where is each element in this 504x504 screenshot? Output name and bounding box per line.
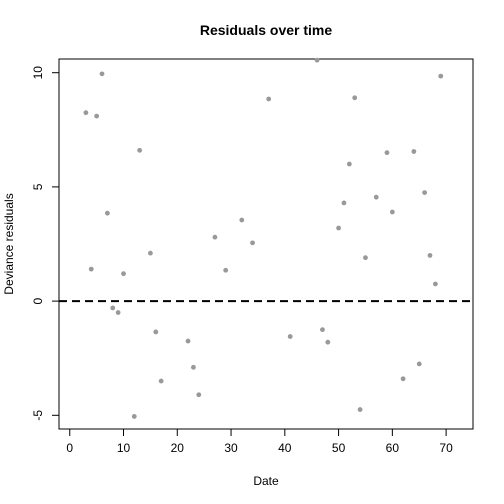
data-point <box>400 376 406 382</box>
x-tick-label: 30 <box>224 441 238 455</box>
data-point <box>104 210 110 216</box>
data-point <box>320 327 325 333</box>
data-point <box>352 95 358 101</box>
x-tick-label: 0 <box>66 441 73 455</box>
data-point <box>158 378 164 384</box>
data-point <box>373 194 379 200</box>
data-point <box>341 200 347 206</box>
x-tick-label: 60 <box>386 441 400 455</box>
data-point <box>99 71 105 77</box>
data-point <box>121 271 126 277</box>
data-point <box>110 305 116 311</box>
data-point <box>346 161 352 167</box>
data-point <box>239 217 245 223</box>
plot-frame <box>58 58 474 430</box>
data-point <box>325 339 331 345</box>
data-point <box>266 96 272 102</box>
x-tick-label: 50 <box>332 441 346 455</box>
data-point <box>115 310 121 315</box>
data-point <box>411 149 417 154</box>
data-point <box>336 225 341 231</box>
data-point <box>314 57 320 63</box>
y-tick-label: -5 <box>31 410 45 421</box>
points-group <box>83 57 444 419</box>
data-point <box>191 364 196 370</box>
x-axis-label: Date <box>253 474 279 488</box>
data-point <box>83 110 89 116</box>
x-tick-label: 70 <box>439 441 453 455</box>
x-tick-label: 40 <box>278 441 292 455</box>
data-point <box>148 250 153 256</box>
data-point <box>153 329 159 335</box>
data-point <box>196 392 202 398</box>
data-point <box>287 334 293 339</box>
data-point <box>363 255 368 261</box>
y-tick-label: 10 <box>31 66 45 80</box>
data-point <box>212 234 218 240</box>
data-point <box>185 338 191 344</box>
data-point <box>131 414 137 419</box>
data-point <box>88 266 94 272</box>
x-tick-label: 10 <box>117 441 131 455</box>
x-tick-label: 20 <box>171 441 185 455</box>
data-point <box>250 240 255 246</box>
data-point <box>137 147 143 153</box>
data-point <box>94 113 100 119</box>
y-axis-label: Deviance residuals <box>2 193 16 294</box>
data-point <box>427 253 433 258</box>
y-tick-label: 0 <box>31 297 45 304</box>
data-point <box>432 281 438 287</box>
data-point <box>384 150 390 156</box>
chart-title: Residuals over time <box>200 22 332 38</box>
data-point <box>416 361 422 367</box>
x-axis: 0 10 20 30 40 50 60 70 <box>66 428 453 455</box>
data-point <box>389 209 395 215</box>
data-point <box>223 267 229 273</box>
y-axis: -5 0 5 10 <box>31 66 60 421</box>
data-point <box>438 73 444 79</box>
data-point <box>357 407 363 412</box>
y-tick-label: 5 <box>31 183 45 190</box>
data-point <box>422 190 428 196</box>
